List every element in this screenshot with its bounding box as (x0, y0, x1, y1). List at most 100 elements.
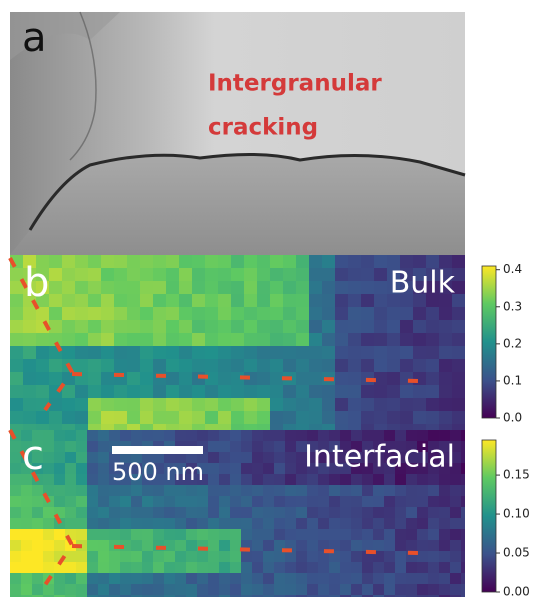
heatmap-cell (406, 463, 418, 475)
heatmap-cell (75, 320, 89, 334)
heatmap-cell (49, 398, 63, 412)
heatmap-cell (75, 398, 89, 412)
heatmap-cell (309, 398, 323, 412)
heatmap-cell (43, 430, 55, 442)
heatmap-cell (417, 507, 429, 519)
heatmap-cell (428, 441, 440, 453)
heatmap-cell (23, 385, 37, 399)
heatmap-cell (218, 268, 232, 282)
colorbar-tick-label: 0.15 (503, 468, 530, 482)
heatmap-cell (230, 474, 242, 486)
heatmap-cell (283, 385, 297, 399)
heatmap-cell (49, 281, 63, 295)
heatmap-cell (461, 463, 465, 475)
heatmap-cell (384, 595, 396, 597)
heatmap-cell (153, 507, 165, 519)
heatmap-cell (10, 562, 22, 574)
heatmap-cell (283, 359, 297, 373)
heatmap-cell (36, 333, 50, 347)
heatmap-cell (307, 441, 319, 453)
heatmap-cell (192, 307, 206, 321)
heatmap-cell (307, 584, 319, 596)
heatmap-cell (21, 540, 33, 552)
heatmap-cell (244, 411, 258, 425)
heatmap-cell (384, 573, 396, 585)
heatmap-cell (197, 452, 209, 464)
heatmap-cell (153, 430, 165, 442)
heatmap-cell (426, 281, 440, 295)
heatmap-cell (75, 424, 89, 430)
heatmap-cell (219, 441, 231, 453)
heatmap-cell (114, 320, 128, 334)
heatmap-cell (322, 385, 336, 399)
heatmap-cell (127, 268, 141, 282)
colorbar-tick-label: 0.4 (503, 262, 522, 276)
heatmap-cell (153, 359, 167, 373)
heatmap-cell (348, 424, 362, 430)
heatmap-cell (285, 507, 297, 519)
heatmap-cell (153, 562, 165, 574)
heatmap-cell (384, 529, 396, 541)
heatmap-cell (101, 268, 115, 282)
heatmap-cell (65, 496, 77, 508)
heatmap-cell (274, 562, 286, 574)
heatmap-cell (263, 540, 275, 552)
heatmap-cell (218, 255, 232, 269)
heatmap-cell (439, 398, 453, 412)
heatmap-cell (362, 430, 374, 442)
heatmap-cell (120, 551, 132, 563)
heatmap-cell (10, 551, 22, 563)
heatmap-cell (230, 562, 242, 574)
heatmap-cell (192, 268, 206, 282)
heatmap-cell (21, 507, 33, 519)
heatmap-cell (374, 255, 388, 269)
heatmap-cell (309, 268, 323, 282)
heatmap-cell (296, 424, 310, 430)
heatmap-cell (296, 496, 308, 508)
heatmap-cell (329, 551, 341, 563)
heatmap-cell (101, 372, 115, 386)
heatmap-cell (76, 595, 88, 597)
heatmap-cell (131, 485, 143, 497)
heatmap-cell (252, 573, 264, 585)
heatmap-cell (428, 485, 440, 497)
heatmap-cell (75, 333, 89, 347)
heatmap-cell (322, 411, 336, 425)
heatmap-cell (426, 372, 440, 386)
heatmap-cell (120, 540, 132, 552)
heatmap-cell (274, 496, 286, 508)
heatmap-cell (32, 496, 44, 508)
heatmap-cell (296, 430, 308, 442)
heatmap-cell (296, 333, 310, 347)
heatmap-cell (270, 281, 284, 295)
heatmap-cell (208, 507, 220, 519)
heatmap-cell (153, 294, 167, 308)
heatmap-cell (43, 485, 55, 497)
heatmap-cell (307, 507, 319, 519)
heatmap-cell (36, 307, 50, 321)
heatmap-cell (252, 595, 264, 597)
heatmap-cell (140, 307, 154, 321)
heatmap-cell (244, 346, 258, 360)
heatmap-cell (274, 584, 286, 596)
heatmap-cell (205, 359, 219, 373)
heatmap-cell (21, 584, 33, 596)
heatmap-cell (428, 507, 440, 519)
heatmap-cell (140, 372, 154, 386)
heatmap-cell (270, 398, 284, 412)
heatmap-cell (374, 346, 388, 360)
heatmap-cell (329, 452, 341, 464)
heatmap-cell (384, 518, 396, 530)
heatmap-cell (197, 496, 209, 508)
heatmap-cell (263, 562, 275, 574)
heatmap-cell (197, 463, 209, 475)
tem-feature (10, 12, 120, 60)
heatmap-cell (252, 540, 264, 552)
heatmap-cell (450, 529, 462, 541)
heatmap-cell (340, 595, 352, 597)
heatmap-cell (428, 551, 440, 563)
heatmap-cell (373, 496, 385, 508)
heatmap-cell (340, 485, 352, 497)
heatmap-cell (231, 268, 245, 282)
heatmap-cell (54, 518, 66, 530)
